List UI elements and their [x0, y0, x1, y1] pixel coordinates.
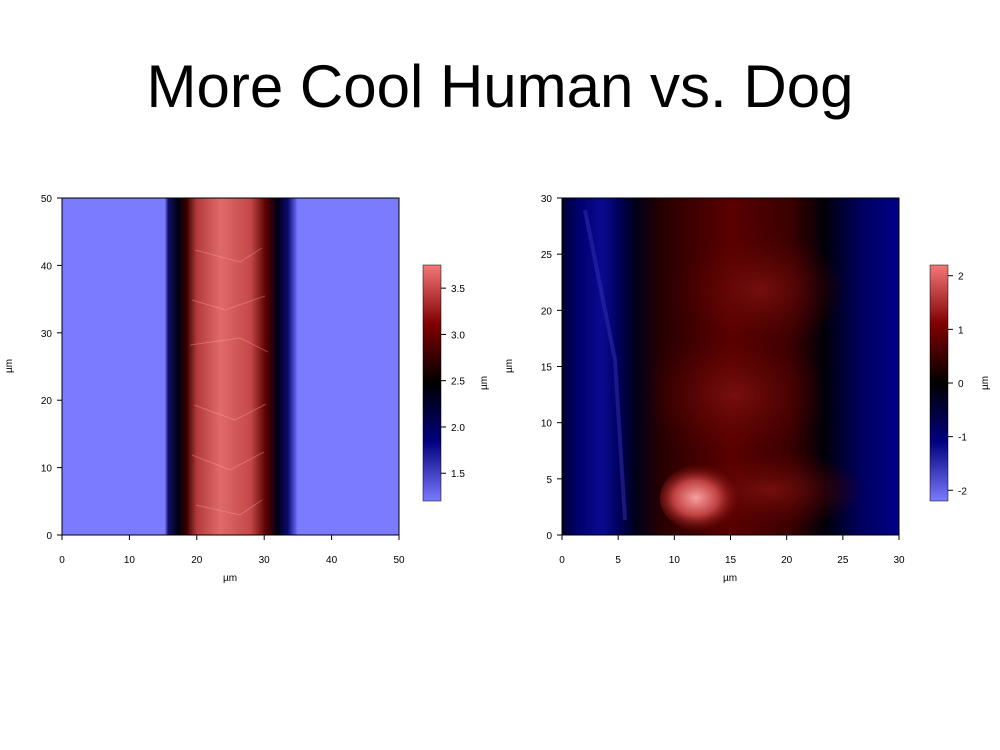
left-y-ticks: 0 10 20 30 40 50 [41, 194, 62, 542]
right-y-tick-label: 30 [541, 194, 553, 205]
right-y-ticks: 0 5 10 15 20 25 30 [541, 194, 562, 542]
right-colorbar-tick-label: 1 [958, 325, 964, 336]
right-middle-feature [645, 330, 825, 460]
left-y-tick-label: 0 [46, 531, 52, 542]
right-upper-feature [675, 230, 845, 350]
left-x-ticks: 0 10 20 30 40 50 [59, 535, 405, 566]
right-colorbar-label: µm [980, 376, 991, 390]
left-colorbar [422, 264, 442, 502]
left-colorbar-tick-label: 2.5 [451, 377, 465, 388]
left-colorbar-label: µm [479, 376, 490, 390]
left-y-tick-label: 50 [41, 194, 53, 205]
left-y-axis-label: µm [4, 359, 15, 373]
left-x-tick-label: 40 [326, 555, 338, 566]
right-x-tick-label: 30 [893, 555, 905, 566]
right-x-tick-label: 25 [837, 555, 849, 566]
left-heatmap-image [62, 198, 399, 535]
right-y-axis-label: µm [504, 359, 515, 373]
right-x-tick-label: 20 [781, 555, 793, 566]
right-colorbar-ticks: -2 -1 0 1 2 [948, 272, 967, 497]
right-y-tick-label: 0 [546, 531, 552, 542]
right-colorbar-tick-label: -2 [958, 486, 967, 497]
right-y-tick-label: 15 [541, 363, 553, 374]
right-colorbar [929, 264, 949, 502]
right-y-tick-label: 20 [541, 306, 553, 317]
right-x-axis-label: µm [723, 573, 737, 584]
left-colorbar-tick-label: 2.0 [451, 423, 465, 434]
left-x-tick-label: 10 [124, 555, 136, 566]
right-colorbar-tick-label: -1 [958, 433, 967, 444]
left-y-tick-label: 30 [41, 329, 53, 340]
right-y-tick-label: 5 [546, 475, 552, 486]
right-edge-streak [583, 209, 627, 521]
right-x-tick-label: 5 [615, 555, 621, 566]
right-y-tick-label: 10 [541, 419, 553, 430]
left-colorbar-tick-label: 1.5 [451, 469, 465, 480]
right-x-tick-label: 15 [725, 555, 737, 566]
left-x-axis-label: µm [223, 573, 237, 584]
right-colorbar-tick-label: 0 [958, 379, 964, 390]
left-colorbar-tick-label: 3.0 [451, 330, 465, 341]
left-x-tick-label: 30 [259, 555, 271, 566]
left-colorbar-ticks: 1.5 2.0 2.5 3.0 3.5 [441, 284, 465, 480]
left-y-tick-label: 20 [41, 396, 53, 407]
left-x-tick-label: 0 [59, 555, 65, 566]
right-x-tick-label: 10 [669, 555, 681, 566]
right-y-tick-label: 25 [541, 250, 553, 261]
left-heatmap-plot: 0 10 20 30 40 50 0 10 20 30 40 50 µm µm 1.5 2.0 2.5 3… [4, 194, 490, 584]
slide-title: More Cool Human vs. Dog [146, 53, 854, 120]
right-colorbar-tick-label: 2 [958, 272, 964, 283]
right-bright-spot [660, 463, 750, 533]
left-colorbar-tick-label: 3.5 [451, 284, 465, 295]
right-x-tick-label: 0 [559, 555, 565, 566]
left-y-tick-label: 40 [41, 261, 53, 272]
left-plot-frame [61, 197, 400, 536]
left-y-tick-label: 10 [41, 464, 53, 475]
left-x-tick-label: 20 [191, 555, 203, 566]
right-x-ticks: 0 5 10 15 20 25 30 [559, 535, 905, 566]
left-fiber-texture [189, 247, 269, 516]
left-x-tick-label: 50 [393, 555, 405, 566]
